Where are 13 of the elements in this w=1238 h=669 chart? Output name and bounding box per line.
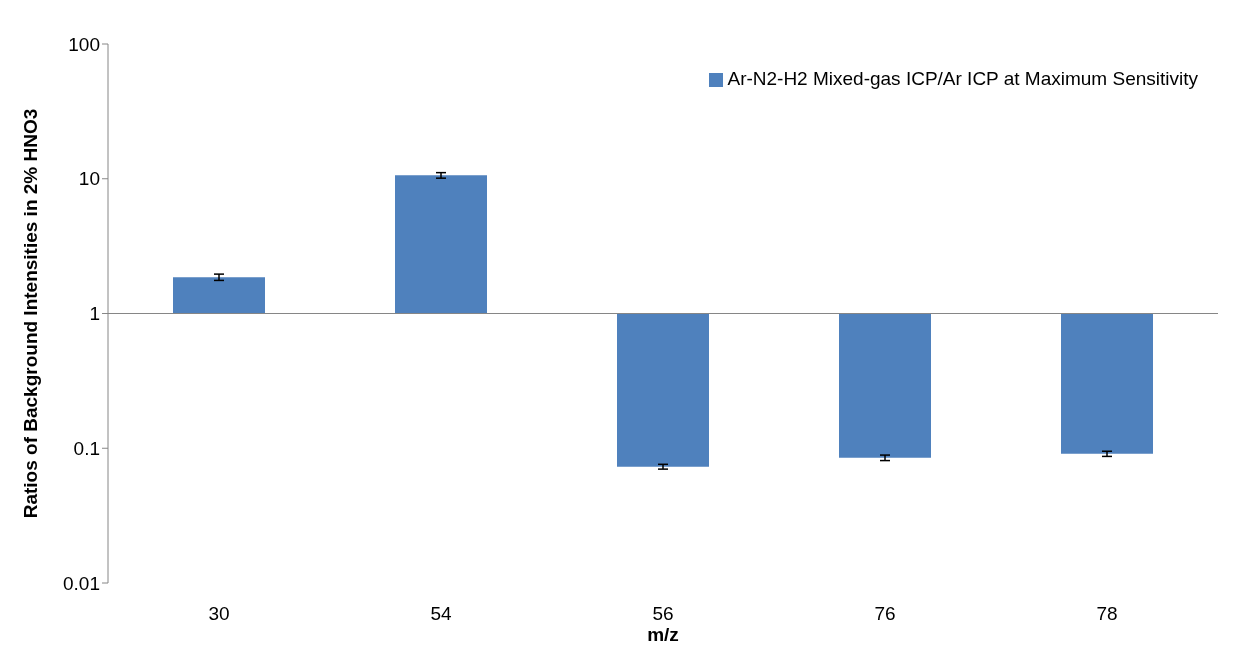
y-tick-label: 1: [89, 303, 100, 325]
y-tick-label: 0.1: [73, 437, 100, 459]
x-tick-label: 56: [652, 603, 674, 625]
legend-label: Ar-N2-H2 Mixed-gas ICP/Ar ICP at Maximum Sensitivity: [727, 68, 1198, 89]
x-axis-title: m/z: [647, 624, 679, 645]
x-tick-label: 54: [430, 603, 452, 625]
y-tick-label: 10: [78, 168, 100, 190]
x-tick-label: 30: [208, 603, 230, 625]
y-axis-title: Ratios of Background Intensities in 2% HNO3: [19, 108, 41, 519]
y-tick-label: 0.01: [63, 572, 100, 594]
x-tick-label: 76: [874, 603, 896, 625]
x-tick-label: 78: [1096, 603, 1118, 625]
y-tick-label: 100: [68, 33, 100, 55]
